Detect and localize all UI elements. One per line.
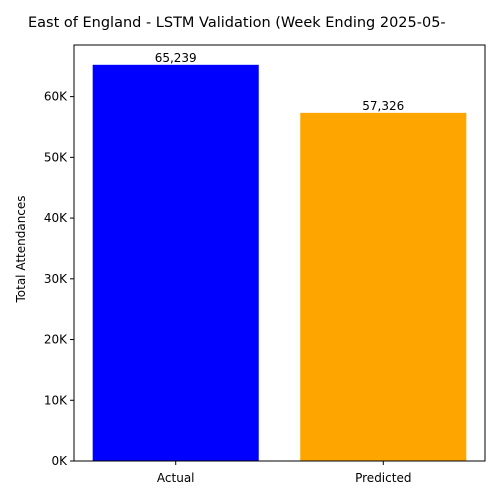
y-tick-label: 20K bbox=[44, 333, 68, 347]
y-tick-label: 60K bbox=[44, 90, 68, 104]
data-labels-layer: 65,239 57,326 bbox=[155, 51, 405, 113]
plot-frame bbox=[73, 44, 486, 462]
data-label-actual: 65,239 bbox=[155, 51, 197, 65]
ticks-layer: Actual Predicted 0K 10K 20K 30K 40K 50K 60K bbox=[44, 90, 412, 485]
bars-layer bbox=[92, 64, 467, 462]
x-tick-label: Predicted bbox=[355, 471, 411, 485]
bar-actual bbox=[92, 64, 259, 462]
chart-title: East of England - LSTM Validation (Week … bbox=[28, 15, 446, 31]
y-tick-label: 30K bbox=[44, 272, 68, 286]
y-tick-label: 50K bbox=[44, 150, 68, 164]
y-tick-label: 10K bbox=[44, 393, 68, 407]
y-tick-label: 40K bbox=[44, 211, 68, 225]
x-tick-label: Actual bbox=[157, 471, 195, 485]
bar-predicted bbox=[300, 112, 467, 461]
data-label-predicted: 57,326 bbox=[362, 99, 404, 113]
y-axis-title: Total Attendances bbox=[14, 195, 28, 303]
y-tick-label: 0K bbox=[51, 454, 68, 468]
